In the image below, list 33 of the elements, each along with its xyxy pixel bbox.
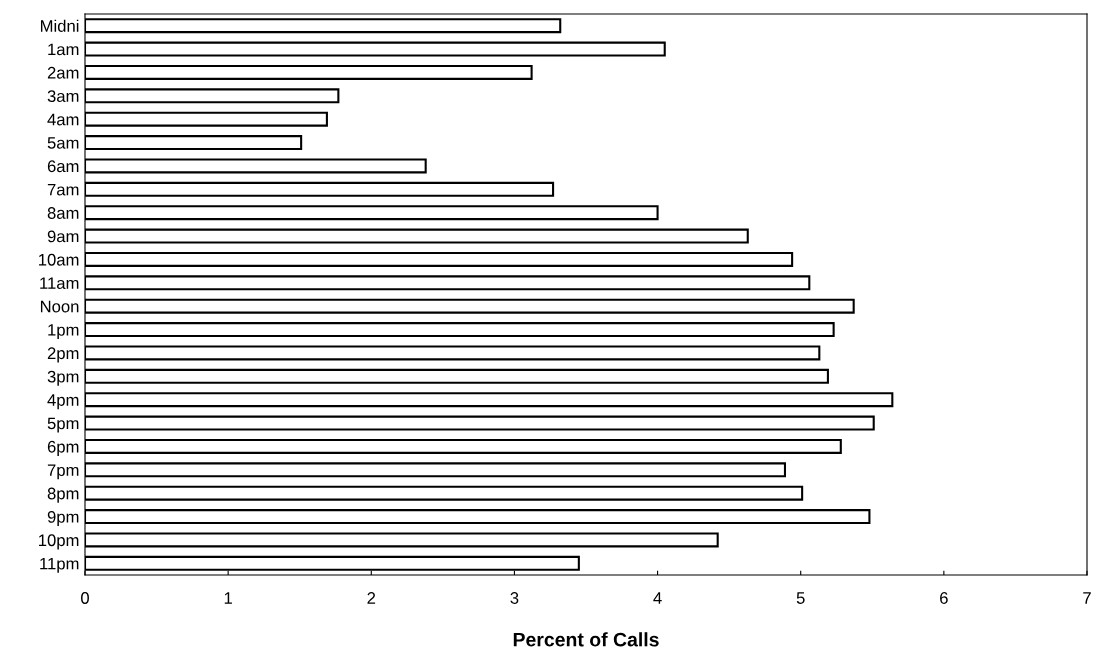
y-tick-label: 8pm xyxy=(47,487,79,503)
x-tick-label: 7 xyxy=(1083,592,1091,604)
y-tick-label: 9am xyxy=(47,230,79,243)
y-tick-label: 6pm xyxy=(47,440,79,456)
x-tick-label: 1 xyxy=(224,592,232,604)
y-tick-label: 1pm xyxy=(48,324,79,340)
y-tick-label: 2am xyxy=(47,66,79,79)
y-tick-label: 3pm xyxy=(47,370,79,386)
y-tick-label: Noon xyxy=(40,300,79,313)
y-tick-label: 7am xyxy=(47,183,79,196)
x-tick-label: 4 xyxy=(653,592,662,604)
y-tick-label: 4pm xyxy=(47,394,79,410)
x-tick-label: 5 xyxy=(796,592,805,604)
y-tick-label: 4am xyxy=(47,113,79,126)
x-tick-label: 2 xyxy=(367,592,376,604)
y-tick-label: 7pm xyxy=(47,464,79,480)
y-tick-label: 10am xyxy=(39,253,79,266)
y-tick-label: 2pm xyxy=(47,347,79,363)
y-tick-label: 3am xyxy=(47,90,79,103)
y-tick-label: 8am xyxy=(47,207,79,219)
y-tick-label: 5pm xyxy=(47,417,79,433)
x-tick-label: 6 xyxy=(940,592,948,604)
y-tick-label: 11am xyxy=(40,277,79,290)
y-tick-label: 5am xyxy=(47,137,79,149)
x-tick-label: 3 xyxy=(510,592,519,604)
y-tick-label: 1am xyxy=(48,43,79,56)
y-tick-label: 10pm xyxy=(39,534,79,550)
y-tick-label: 11pm xyxy=(40,557,79,573)
y-tick-label: 6am xyxy=(47,160,79,173)
x-tick-label: 0 xyxy=(81,592,89,604)
y-tick-label: 9pm xyxy=(47,510,79,527)
y-tick-label: Midni xyxy=(40,19,79,32)
x-axis-title: Percent of Calls xyxy=(513,632,659,647)
